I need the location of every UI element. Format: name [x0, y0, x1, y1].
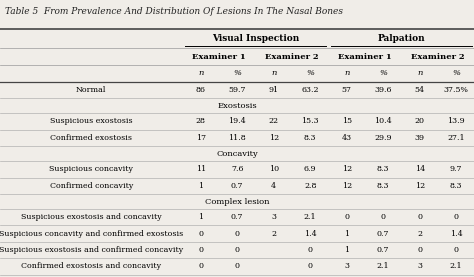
- Text: 2: 2: [271, 230, 276, 238]
- Text: 14: 14: [415, 165, 425, 173]
- Text: 1: 1: [198, 213, 203, 221]
- Text: 0: 0: [454, 213, 459, 221]
- Text: 43: 43: [342, 134, 352, 142]
- Text: 11.8: 11.8: [228, 134, 246, 142]
- Text: Table 5  From Prevalence And Distribution Of Lesions In The Nasal Bones: Table 5 From Prevalence And Distribution…: [5, 7, 343, 16]
- Text: 2: 2: [417, 230, 422, 238]
- Text: 0: 0: [235, 246, 240, 254]
- Text: 8.3: 8.3: [450, 182, 463, 190]
- Text: 37.5%: 37.5%: [444, 86, 469, 94]
- Text: 20: 20: [415, 117, 425, 125]
- Text: 0.7: 0.7: [231, 213, 244, 221]
- Text: n: n: [344, 70, 349, 77]
- Text: 4: 4: [271, 182, 276, 190]
- Text: Visual Inspection: Visual Inspection: [212, 34, 299, 43]
- Text: 2.1: 2.1: [304, 213, 317, 221]
- Text: 1: 1: [344, 246, 349, 254]
- Text: 17: 17: [196, 134, 206, 142]
- Text: Complex lesion: Complex lesion: [205, 198, 270, 206]
- Text: Concavity: Concavity: [216, 150, 258, 158]
- Text: 0.7: 0.7: [377, 230, 390, 238]
- Text: 0.7: 0.7: [231, 182, 244, 190]
- Text: 8.3: 8.3: [377, 165, 390, 173]
- Text: 0: 0: [308, 262, 313, 270]
- Text: 57: 57: [342, 86, 352, 94]
- Text: Examiner 2: Examiner 2: [265, 53, 319, 60]
- Text: Examiner 1: Examiner 1: [338, 53, 392, 60]
- Text: 0: 0: [235, 262, 240, 270]
- Text: 0: 0: [198, 246, 203, 254]
- Text: Confirmed concavity: Confirmed concavity: [50, 182, 133, 190]
- Text: 11: 11: [196, 165, 206, 173]
- Text: 54: 54: [415, 86, 425, 94]
- Text: 0: 0: [344, 213, 349, 221]
- Text: 3: 3: [344, 262, 349, 270]
- Text: 9.7: 9.7: [450, 165, 463, 173]
- Text: Examiner 1: Examiner 1: [192, 53, 246, 60]
- Text: Palpation: Palpation: [378, 34, 425, 43]
- Text: 29.9: 29.9: [374, 134, 392, 142]
- Text: 15.3: 15.3: [301, 117, 319, 125]
- Text: 63.2: 63.2: [301, 86, 319, 94]
- Text: 19.4: 19.4: [228, 117, 246, 125]
- Text: 0: 0: [417, 246, 422, 254]
- Text: 0: 0: [454, 246, 459, 254]
- Text: Exostosis: Exostosis: [218, 102, 257, 110]
- Text: 2.8: 2.8: [304, 182, 317, 190]
- Text: n: n: [417, 70, 422, 77]
- Text: 7.6: 7.6: [231, 165, 244, 173]
- Text: 39: 39: [415, 134, 425, 142]
- Text: 1: 1: [198, 182, 203, 190]
- Text: 3: 3: [417, 262, 422, 270]
- Text: Confirmed exostosis: Confirmed exostosis: [50, 134, 132, 142]
- Text: 0: 0: [235, 230, 240, 238]
- Text: 15: 15: [342, 117, 352, 125]
- Text: %: %: [379, 70, 387, 77]
- Text: n: n: [271, 70, 276, 77]
- Text: 1: 1: [344, 230, 349, 238]
- Text: 8.3: 8.3: [377, 182, 390, 190]
- Text: Suspicious concavity: Suspicious concavity: [49, 165, 133, 173]
- Text: 12: 12: [415, 182, 425, 190]
- Text: 0: 0: [198, 230, 203, 238]
- Text: 27.1: 27.1: [447, 134, 465, 142]
- Text: Suspicious exostosis: Suspicious exostosis: [50, 117, 133, 125]
- Text: Confirmed exostosis and concavity: Confirmed exostosis and concavity: [21, 262, 161, 270]
- Text: 3: 3: [271, 213, 276, 221]
- Text: 10.4: 10.4: [374, 117, 392, 125]
- Text: 12: 12: [269, 134, 279, 142]
- Text: Suspicious concavity and confirmed exostosis: Suspicious concavity and confirmed exost…: [0, 230, 183, 238]
- Text: %: %: [233, 70, 241, 77]
- Text: 2.1: 2.1: [377, 262, 390, 270]
- Text: 0: 0: [381, 213, 386, 221]
- Text: %: %: [452, 70, 460, 77]
- Text: Suspicious exostosis and confirmed concavity: Suspicious exostosis and confirmed conca…: [0, 246, 183, 254]
- Text: Suspicious exostosis and concavity: Suspicious exostosis and concavity: [21, 213, 162, 221]
- Text: 13.9: 13.9: [447, 117, 465, 125]
- Text: 28: 28: [196, 117, 206, 125]
- Text: 0: 0: [308, 246, 313, 254]
- Text: 6.9: 6.9: [304, 165, 317, 173]
- Text: 22: 22: [269, 117, 279, 125]
- Text: 10: 10: [269, 165, 279, 173]
- Text: 1.4: 1.4: [450, 230, 463, 238]
- Text: 0: 0: [198, 262, 203, 270]
- Text: 91: 91: [269, 86, 279, 94]
- Text: 0: 0: [417, 213, 422, 221]
- Text: 8.3: 8.3: [304, 134, 317, 142]
- Text: 86: 86: [196, 86, 206, 94]
- Text: 1.4: 1.4: [304, 230, 317, 238]
- Text: 12: 12: [342, 182, 352, 190]
- Text: 0.7: 0.7: [377, 246, 390, 254]
- Text: %: %: [306, 70, 314, 77]
- Text: Normal: Normal: [76, 86, 107, 94]
- Text: Examiner 2: Examiner 2: [411, 53, 465, 60]
- Text: 2.1: 2.1: [450, 262, 463, 270]
- Text: 39.6: 39.6: [374, 86, 392, 94]
- Text: 12: 12: [342, 165, 352, 173]
- Text: 59.7: 59.7: [228, 86, 246, 94]
- Text: n: n: [198, 70, 203, 77]
